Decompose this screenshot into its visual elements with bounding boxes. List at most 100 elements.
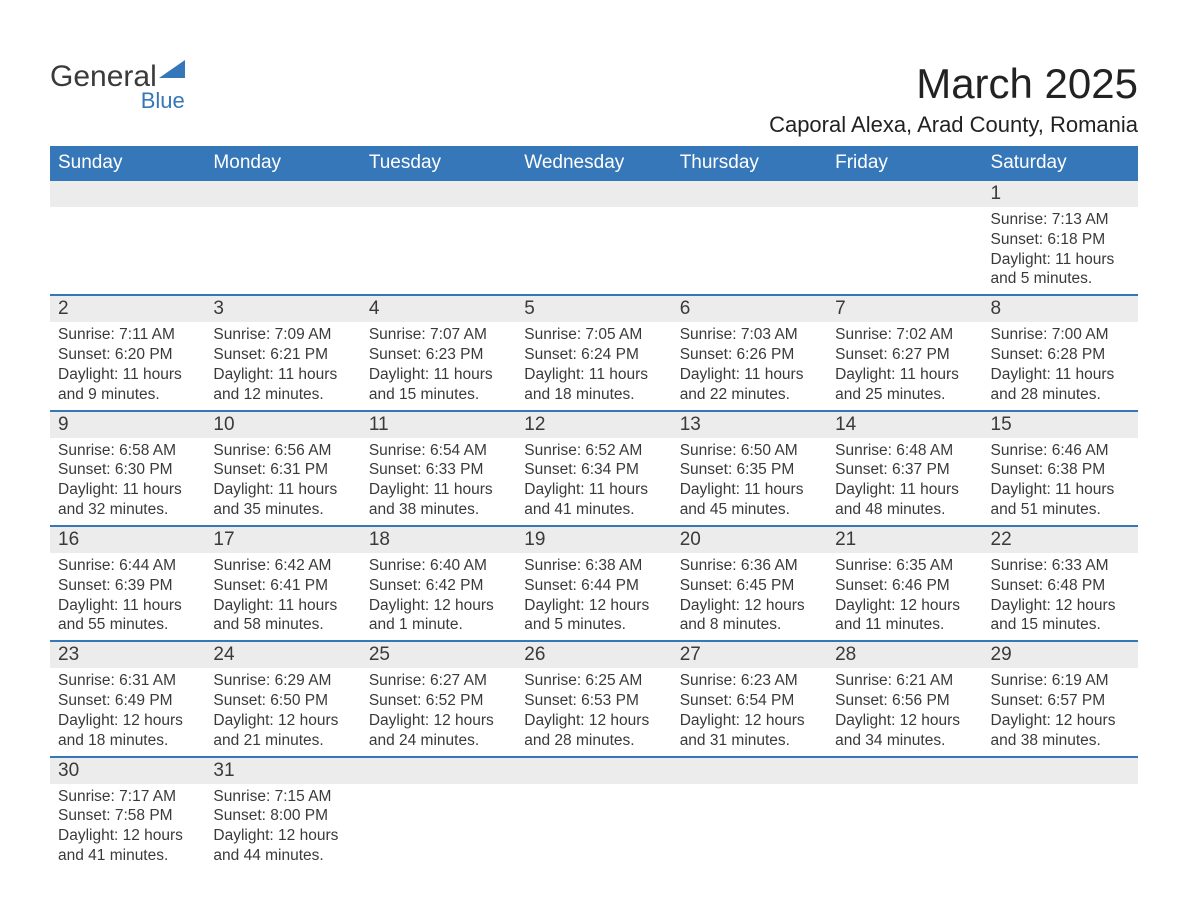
sunrise-text: Sunrise: 6:27 AM	[369, 671, 508, 691]
sunset-text: Sunset: 8:00 PM	[213, 806, 352, 826]
calendar-cell: 27Sunrise: 6:23 AMSunset: 6:54 PMDayligh…	[672, 641, 827, 756]
day-body: Sunrise: 6:56 AMSunset: 6:31 PMDaylight:…	[205, 438, 360, 525]
sunset-text: Sunset: 6:38 PM	[991, 460, 1130, 480]
sunrise-text: Sunrise: 6:36 AM	[680, 556, 819, 576]
day-body: Sunrise: 6:54 AMSunset: 6:33 PMDaylight:…	[361, 438, 516, 525]
daylight-text: Daylight: 11 hours and 51 minutes.	[991, 480, 1130, 520]
sunset-text: Sunset: 6:20 PM	[58, 345, 197, 365]
day-number: 20	[672, 527, 827, 553]
daylight-text: Daylight: 12 hours and 24 minutes.	[369, 711, 508, 751]
calendar-cell: 15Sunrise: 6:46 AMSunset: 6:38 PMDayligh…	[983, 411, 1138, 526]
calendar-cell: 13Sunrise: 6:50 AMSunset: 6:35 PMDayligh…	[672, 411, 827, 526]
day-number: 9	[50, 412, 205, 438]
daylight-text: Daylight: 12 hours and 21 minutes.	[213, 711, 352, 751]
sunrise-text: Sunrise: 6:42 AM	[213, 556, 352, 576]
calendar-row: 1Sunrise: 7:13 AMSunset: 6:18 PMDaylight…	[50, 180, 1138, 295]
day-body: Sunrise: 7:15 AMSunset: 8:00 PMDaylight:…	[205, 784, 360, 871]
calendar-cell: 1Sunrise: 7:13 AMSunset: 6:18 PMDaylight…	[983, 180, 1138, 295]
calendar-cell: 11Sunrise: 6:54 AMSunset: 6:33 PMDayligh…	[361, 411, 516, 526]
sunrise-text: Sunrise: 7:05 AM	[524, 325, 663, 345]
sunset-text: Sunset: 7:58 PM	[58, 806, 197, 826]
sunrise-text: Sunrise: 7:02 AM	[835, 325, 974, 345]
sunrise-text: Sunrise: 6:21 AM	[835, 671, 974, 691]
day-body: Sunrise: 6:27 AMSunset: 6:52 PMDaylight:…	[361, 668, 516, 755]
daylight-text: Daylight: 12 hours and 5 minutes.	[524, 596, 663, 636]
calendar-cell: 12Sunrise: 6:52 AMSunset: 6:34 PMDayligh…	[516, 411, 671, 526]
title-block: March 2025 Caporal Alexa, Arad County, R…	[769, 60, 1138, 138]
day-body: Sunrise: 6:25 AMSunset: 6:53 PMDaylight:…	[516, 668, 671, 755]
sunset-text: Sunset: 6:18 PM	[991, 230, 1130, 250]
daylight-text: Daylight: 11 hours and 55 minutes.	[58, 596, 197, 636]
calendar-cell	[983, 757, 1138, 871]
sunset-text: Sunset: 6:41 PM	[213, 576, 352, 596]
daylight-text: Daylight: 11 hours and 12 minutes.	[213, 365, 352, 405]
day-number: 8	[983, 296, 1138, 322]
day-body: Sunrise: 7:11 AMSunset: 6:20 PMDaylight:…	[50, 322, 205, 409]
calendar-row: 2Sunrise: 7:11 AMSunset: 6:20 PMDaylight…	[50, 295, 1138, 410]
day-body: Sunrise: 6:52 AMSunset: 6:34 PMDaylight:…	[516, 438, 671, 525]
day-body: Sunrise: 7:17 AMSunset: 7:58 PMDaylight:…	[50, 784, 205, 871]
day-number: 12	[516, 412, 671, 438]
sunrise-text: Sunrise: 6:52 AM	[524, 441, 663, 461]
day-number	[672, 758, 827, 784]
sunset-text: Sunset: 6:27 PM	[835, 345, 974, 365]
calendar-cell	[516, 180, 671, 295]
sunset-text: Sunset: 6:57 PM	[991, 691, 1130, 711]
day-body: Sunrise: 6:35 AMSunset: 6:46 PMDaylight:…	[827, 553, 982, 640]
day-number	[516, 758, 671, 784]
day-number: 31	[205, 758, 360, 784]
daylight-text: Daylight: 11 hours and 41 minutes.	[524, 480, 663, 520]
day-number: 7	[827, 296, 982, 322]
brand-sub: Blue	[141, 88, 185, 113]
day-number: 17	[205, 527, 360, 553]
day-body: Sunrise: 7:00 AMSunset: 6:28 PMDaylight:…	[983, 322, 1138, 409]
sunset-text: Sunset: 6:39 PM	[58, 576, 197, 596]
weekday-header-row: SundayMondayTuesdayWednesdayThursdayFrid…	[50, 147, 1138, 181]
calendar-cell: 2Sunrise: 7:11 AMSunset: 6:20 PMDaylight…	[50, 295, 205, 410]
weekday-header: Thursday	[672, 147, 827, 181]
sunrise-text: Sunrise: 7:17 AM	[58, 787, 197, 807]
calendar-cell: 3Sunrise: 7:09 AMSunset: 6:21 PMDaylight…	[205, 295, 360, 410]
day-number: 15	[983, 412, 1138, 438]
day-number: 25	[361, 642, 516, 668]
day-number: 2	[50, 296, 205, 322]
day-body	[205, 207, 360, 227]
sunset-text: Sunset: 6:34 PM	[524, 460, 663, 480]
daylight-text: Daylight: 12 hours and 8 minutes.	[680, 596, 819, 636]
day-body: Sunrise: 6:31 AMSunset: 6:49 PMDaylight:…	[50, 668, 205, 755]
calendar-cell: 28Sunrise: 6:21 AMSunset: 6:56 PMDayligh…	[827, 641, 982, 756]
sunset-text: Sunset: 6:54 PM	[680, 691, 819, 711]
day-body: Sunrise: 7:07 AMSunset: 6:23 PMDaylight:…	[361, 322, 516, 409]
calendar-cell: 22Sunrise: 6:33 AMSunset: 6:48 PMDayligh…	[983, 526, 1138, 641]
day-number: 4	[361, 296, 516, 322]
day-body: Sunrise: 6:23 AMSunset: 6:54 PMDaylight:…	[672, 668, 827, 755]
daylight-text: Daylight: 12 hours and 38 minutes.	[991, 711, 1130, 751]
daylight-text: Daylight: 11 hours and 45 minutes.	[680, 480, 819, 520]
day-body: Sunrise: 6:42 AMSunset: 6:41 PMDaylight:…	[205, 553, 360, 640]
sunset-text: Sunset: 6:44 PM	[524, 576, 663, 596]
calendar-row: 30Sunrise: 7:17 AMSunset: 7:58 PMDayligh…	[50, 757, 1138, 871]
sunrise-text: Sunrise: 6:56 AM	[213, 441, 352, 461]
sunrise-text: Sunrise: 6:54 AM	[369, 441, 508, 461]
daylight-text: Daylight: 11 hours and 35 minutes.	[213, 480, 352, 520]
day-number: 30	[50, 758, 205, 784]
day-number: 14	[827, 412, 982, 438]
calendar-cell: 18Sunrise: 6:40 AMSunset: 6:42 PMDayligh…	[361, 526, 516, 641]
day-number: 22	[983, 527, 1138, 553]
sunrise-text: Sunrise: 7:09 AM	[213, 325, 352, 345]
calendar-cell: 10Sunrise: 6:56 AMSunset: 6:31 PMDayligh…	[205, 411, 360, 526]
sunset-text: Sunset: 6:23 PM	[369, 345, 508, 365]
sunset-text: Sunset: 6:30 PM	[58, 460, 197, 480]
calendar-cell: 14Sunrise: 6:48 AMSunset: 6:37 PMDayligh…	[827, 411, 982, 526]
daylight-text: Daylight: 12 hours and 11 minutes.	[835, 596, 974, 636]
weekday-header: Tuesday	[361, 147, 516, 181]
calendar-cell: 23Sunrise: 6:31 AMSunset: 6:49 PMDayligh…	[50, 641, 205, 756]
day-body: Sunrise: 7:02 AMSunset: 6:27 PMDaylight:…	[827, 322, 982, 409]
sunrise-text: Sunrise: 7:07 AM	[369, 325, 508, 345]
sunrise-text: Sunrise: 6:35 AM	[835, 556, 974, 576]
day-body	[50, 207, 205, 227]
day-number: 1	[983, 181, 1138, 207]
calendar-cell: 6Sunrise: 7:03 AMSunset: 6:26 PMDaylight…	[672, 295, 827, 410]
day-body: Sunrise: 6:48 AMSunset: 6:37 PMDaylight:…	[827, 438, 982, 525]
day-body	[516, 784, 671, 804]
